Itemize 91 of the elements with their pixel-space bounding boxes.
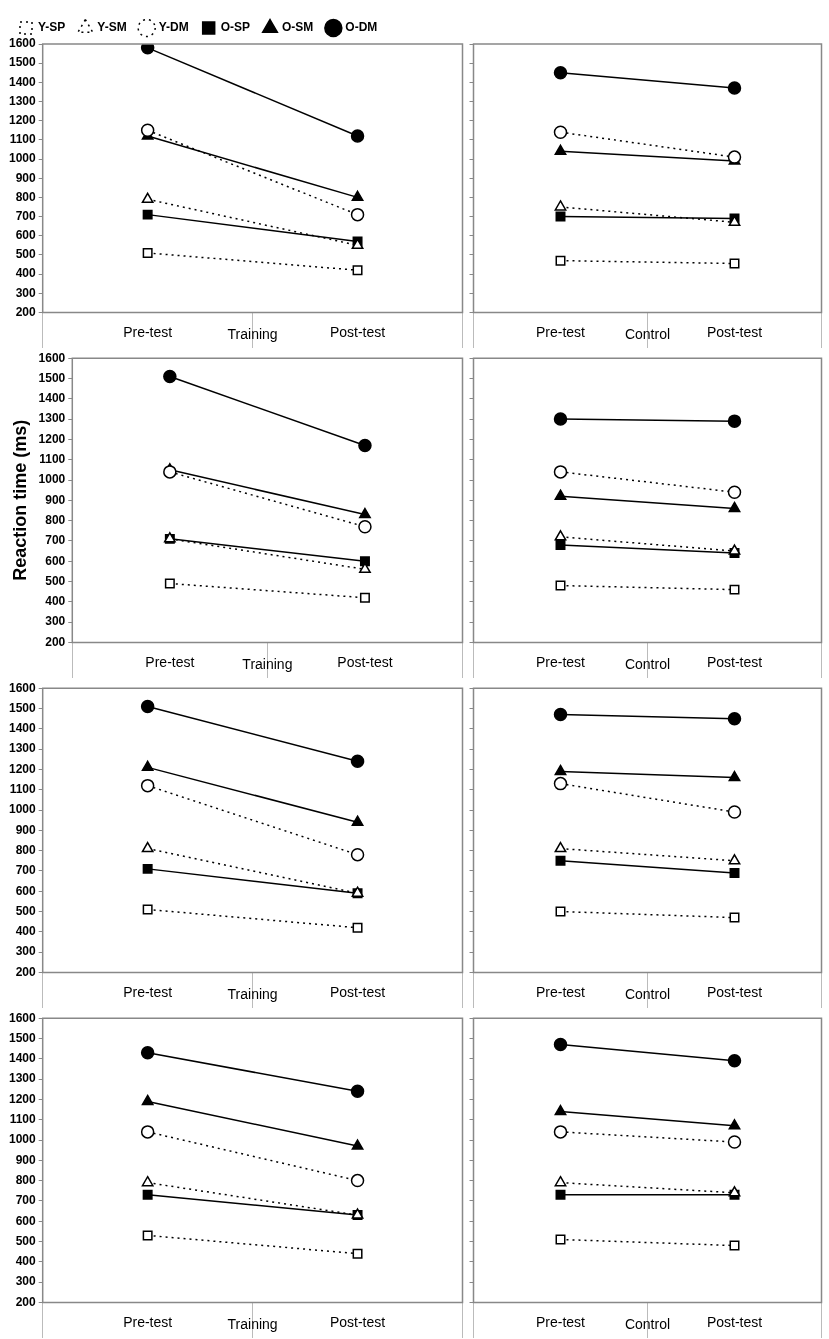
x-axis-title: Control (624, 1316, 671, 1333)
y-tick-label: 1500 (8, 1030, 37, 1045)
y-tick-label: 1000 (8, 1132, 37, 1147)
legend-label: O-SM (282, 20, 314, 35)
y-tick-label: 800 (15, 189, 37, 204)
y-tick-label: 300 (15, 944, 37, 959)
y-tick-label: 1600 (8, 36, 37, 51)
y-tick-label: 900 (15, 1152, 37, 1167)
y-tick-label: 1100 (39, 452, 66, 467)
y-tick-label: 1500 (8, 700, 37, 715)
y-tick-label: 1300 (8, 93, 37, 108)
y-tick-label: 600 (15, 883, 37, 898)
y-tick-label: 1400 (38, 391, 66, 406)
y-tick-label: 300 (15, 285, 37, 300)
x-tick-label: Pre-test (145, 653, 195, 670)
x-tick-label: Post-test (706, 323, 763, 340)
y-tick-label: 1200 (8, 761, 37, 776)
x-tick-label: Pre-test (123, 1313, 173, 1330)
y-tick-label: 300 (45, 614, 66, 629)
y-tick-label: 800 (15, 842, 37, 857)
y-tick-label: 700 (45, 533, 66, 548)
y-tick-label: 1400 (8, 1051, 37, 1066)
y-tick-label: 500 (15, 247, 37, 262)
y-tick-label: 1200 (8, 113, 37, 127)
y-tick-label: 500 (15, 1233, 37, 1248)
y-tick-label: 1000 (8, 151, 37, 166)
y-tick-label: 1000 (8, 802, 37, 817)
y-tick-label: 500 (45, 573, 66, 588)
y-tick-label: 400 (15, 1254, 37, 1269)
y-tick-label: 1100 (9, 132, 37, 147)
x-axis-title: Training (227, 326, 278, 343)
y-tick-label: 700 (15, 863, 37, 878)
x-tick-label: Pre-test (535, 1313, 586, 1330)
y-tick-label: 1300 (8, 741, 37, 756)
y-tick-label: 600 (15, 1213, 37, 1228)
y-tick-label: 500 (15, 903, 37, 918)
y-tick-label: 1500 (38, 370, 66, 385)
y-tick-label: 600 (45, 553, 66, 568)
x-tick-label: Post-test (706, 653, 763, 670)
x-axis-title: Training (227, 1316, 278, 1333)
y-tick-label: 300 (15, 1274, 37, 1289)
y-tick-label: 200 (15, 1294, 37, 1309)
y-tick-label: 400 (45, 594, 66, 609)
legend-label: Y-SP (38, 20, 66, 35)
x-tick-label: Post-test (329, 983, 386, 1000)
x-tick-label: Post-test (706, 1313, 763, 1330)
y-tick-label: 400 (15, 266, 37, 281)
y-tick-label: 1100 (9, 1112, 37, 1127)
x-tick-label: Post-test (329, 1313, 386, 1330)
legend-label: O-SP (220, 20, 251, 35)
y-tick-label: 700 (15, 208, 37, 223)
x-tick-label: Pre-test (535, 323, 586, 340)
y-tick-label: 200 (45, 634, 66, 649)
x-tick-label: Post-test (337, 653, 393, 670)
y-tick-label: 800 (15, 1172, 37, 1187)
y-tick-label: 1300 (8, 1071, 37, 1086)
y-tick-label: 200 (15, 964, 37, 979)
y-tick-label: 700 (15, 1193, 37, 1208)
y-tick-label: 900 (15, 170, 37, 185)
y-tick-label: 1400 (8, 74, 37, 89)
x-tick-label: Pre-test (123, 323, 173, 340)
y-tick-label: 400 (15, 924, 37, 939)
y-tick-label: 1100 (9, 782, 37, 797)
legend-label: Y-SM (97, 20, 127, 35)
x-tick-label: Post-test (706, 983, 763, 1000)
x-tick-label: Pre-test (123, 983, 173, 1000)
y-tick-label: 200 (15, 304, 37, 319)
y-tick-label: 1500 (8, 55, 37, 70)
y-tick-label: 900 (15, 822, 37, 837)
x-tick-label: Pre-test (535, 653, 586, 670)
y-tick-label: 600 (15, 228, 37, 243)
x-axis-title: Control (624, 656, 671, 673)
y-tick-label: 1600 (8, 680, 37, 695)
legend-label: Y-DM (158, 20, 189, 35)
x-tick-label: Pre-test (535, 983, 586, 1000)
y-tick-label: 1400 (8, 721, 37, 736)
x-axis-title: Training (242, 656, 293, 673)
y-tick-label: 1300 (38, 411, 66, 426)
x-axis-title: Control (624, 326, 671, 343)
y-tick-label: 1200 (38, 431, 66, 446)
legend-label: O-DM (345, 20, 378, 35)
x-axis-title: Control (624, 986, 671, 1003)
y-tick-label: 1000 (38, 472, 66, 487)
x-tick-label: Post-test (329, 323, 386, 340)
y-tick-label: 1200 (8, 1091, 37, 1106)
y-tick-label: 900 (45, 492, 66, 507)
y-tick-label: 1600 (38, 350, 66, 365)
x-axis-title: Training (227, 986, 278, 1003)
y-tick-label: 800 (45, 512, 66, 527)
y-axis-title: Reaction time (ms) (9, 419, 30, 581)
y-tick-label: 1600 (8, 1010, 37, 1025)
